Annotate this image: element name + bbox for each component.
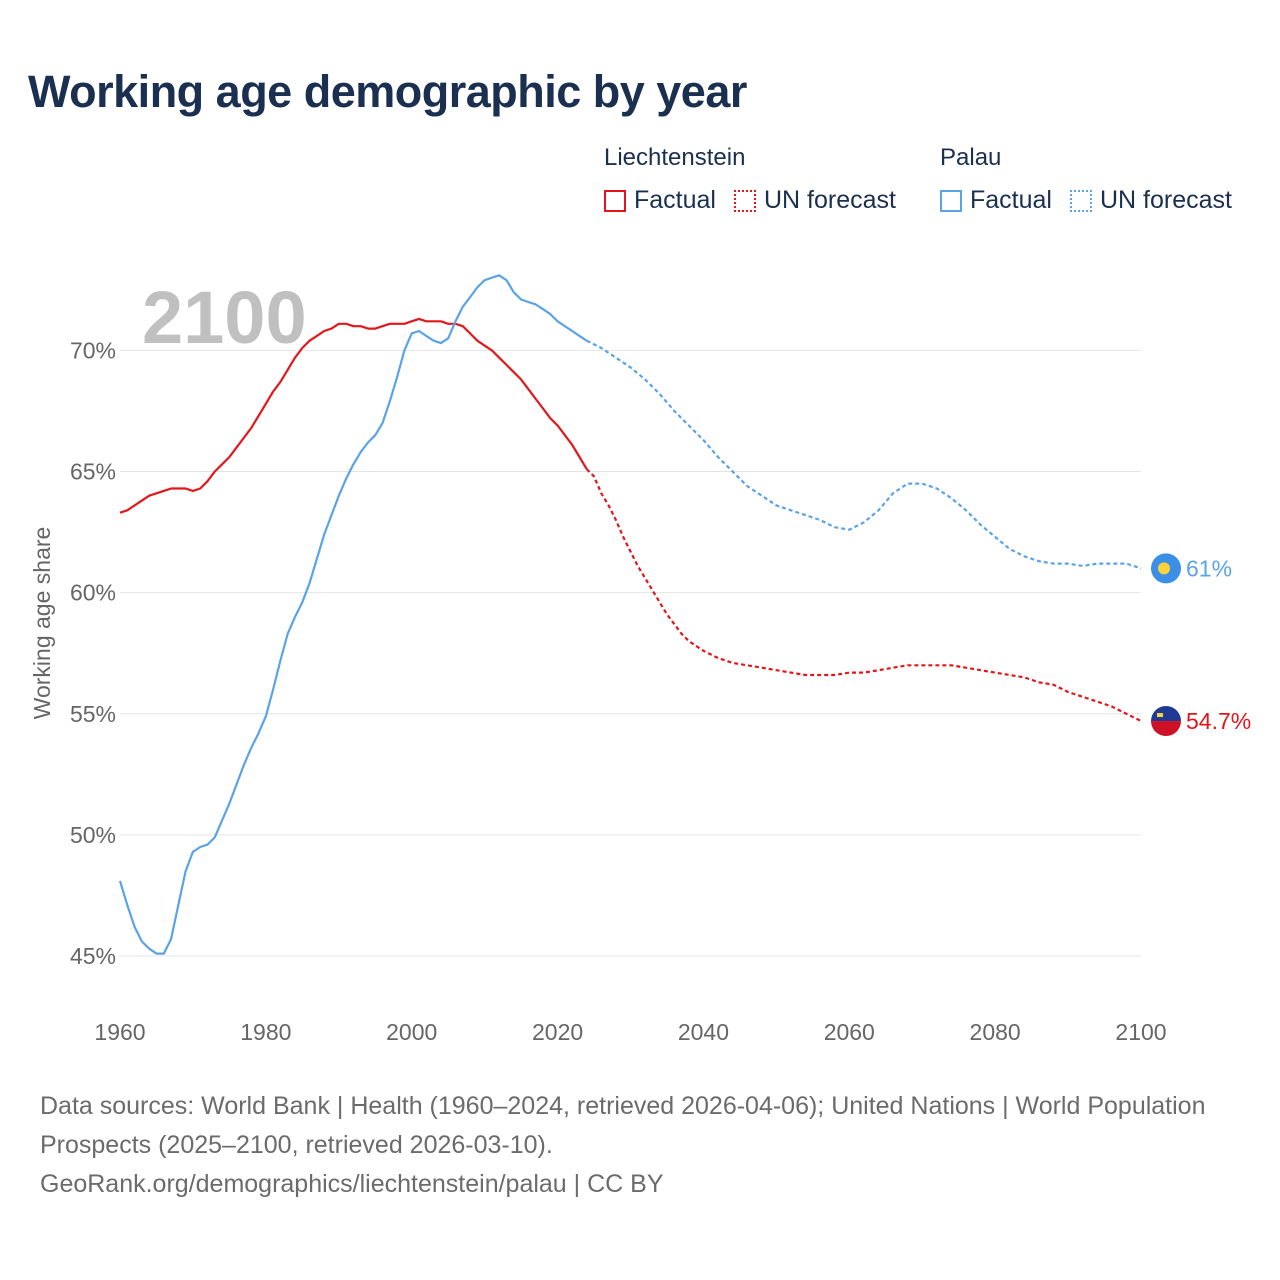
grid-lines (120, 349, 1141, 957)
series-lines (118, 274, 1142, 955)
y-tick-label: 45% (70, 943, 116, 969)
x-tick-label: 2000 (386, 1019, 437, 1045)
data-sources: Data sources: World Bank | Health (1960–… (40, 1092, 1206, 1159)
x-tick-label: 1960 (94, 1019, 145, 1045)
end-value-label: 54.7% (1186, 708, 1251, 734)
legend-label: UN forecast (1099, 186, 1232, 214)
y-axis-ticks: 45% 50% 55% 60% 65% 70% (70, 337, 116, 969)
footer: Data sources: World Bank | Health (1960–… (40, 1087, 1220, 1204)
y-tick-label: 50% (70, 822, 116, 848)
x-tick-label: 2100 (1115, 1019, 1166, 1045)
legend-group-name: Palau (940, 144, 1002, 171)
x-tick-label: 2020 (532, 1019, 583, 1045)
legend-item-palau-forecast[interactable]: UN forecast (1069, 186, 1232, 215)
year-label: 2100 (142, 276, 307, 359)
palau-flag-sun (1158, 562, 1170, 575)
series-line-liechtenstein-forecast (585, 468, 1142, 722)
end-markers: 54.7% 61% (1151, 553, 1251, 737)
y-tick-label: 65% (70, 459, 116, 485)
y-tick-label: 55% (70, 701, 116, 727)
legend-item-liechtenstein-forecast[interactable]: UN forecast (733, 186, 896, 215)
x-tick-label: 2080 (970, 1019, 1021, 1045)
legend-swatch-dotted (733, 189, 756, 212)
x-axis-ticks: 1960 1980 2000 2020 2040 2060 2080 2100 (94, 1019, 1166, 1045)
legend-swatch-dotted (1069, 189, 1092, 212)
legend-swatch-solid (604, 189, 626, 212)
series-line-palau-factual (118, 274, 588, 955)
legend-label: Factual (634, 186, 716, 214)
x-tick-label: 2040 (678, 1019, 729, 1045)
liechtenstein-flag-icon (1151, 706, 1181, 737)
y-axis-label: Working age share (29, 527, 55, 720)
legend-item-palau-factual[interactable]: Factual (940, 186, 1052, 215)
series-line-liechtenstein-factual (119, 317, 588, 514)
legend-label: Factual (970, 186, 1052, 214)
legend-item-liechtenstein-factual[interactable]: Factual (604, 186, 716, 215)
x-tick-label: 1980 (240, 1019, 291, 1045)
x-tick-label: 2060 (824, 1019, 875, 1045)
legend-group-palau: Palau Factual UN forecast (940, 144, 1232, 215)
series-line-palau-forecast (586, 339, 1142, 570)
legend-group-liechtenstein: Liechtenstein Factual UN forecast (604, 144, 914, 215)
line-chart: 2100 45% 50% 55% 60% 65% 70% 1960 1980 2000 2020… (29, 274, 1251, 1045)
end-value-label: 61% (1186, 555, 1232, 581)
legend-label: UN forecast (763, 186, 896, 214)
legend-group-name: Liechtenstein (604, 144, 746, 171)
y-tick-label: 70% (70, 337, 116, 363)
chart-title: Working age demographic by year (28, 66, 747, 117)
legend-swatch-solid (940, 189, 962, 212)
attribution: GeoRank.org/demographics/liechtenstein/p… (40, 1170, 664, 1198)
y-tick-label: 60% (70, 580, 116, 606)
